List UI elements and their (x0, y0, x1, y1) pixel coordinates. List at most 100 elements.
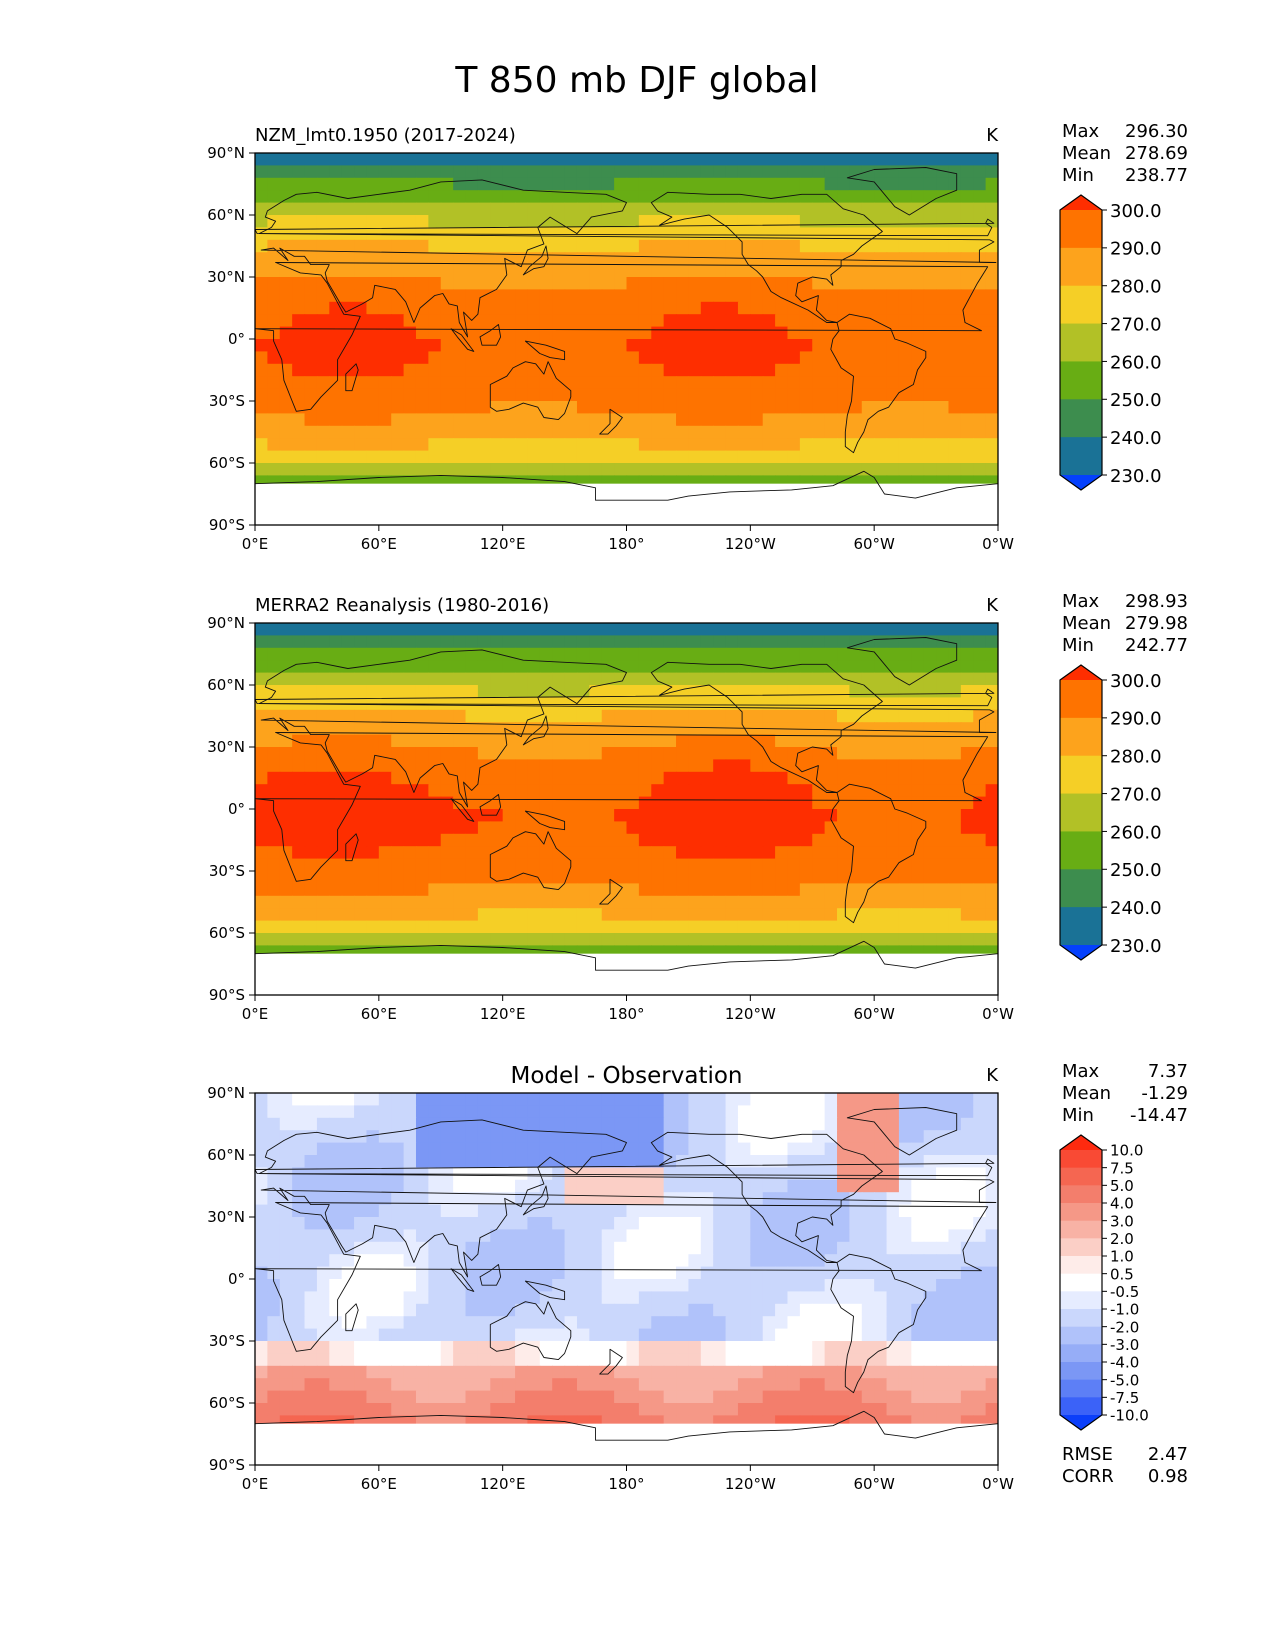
field-cell (552, 858, 566, 872)
field-cell (960, 1291, 974, 1305)
field-cell (837, 697, 850, 711)
field-cell (378, 314, 392, 328)
field-cell (849, 933, 863, 946)
field-cell (725, 734, 739, 748)
field-cell (527, 759, 541, 773)
field-cell (465, 190, 479, 204)
field-cell (985, 672, 998, 686)
field-cell (861, 672, 875, 686)
field-cell (465, 388, 479, 402)
field-cell (750, 1217, 764, 1230)
field-cell (477, 1241, 491, 1255)
field-cell (601, 647, 615, 661)
field-cell (676, 1217, 690, 1230)
field-cell (589, 1279, 603, 1292)
field-cell (923, 351, 937, 365)
field-cell (824, 450, 838, 464)
field-cell (527, 463, 541, 476)
field-cell (700, 920, 714, 934)
field-cell (440, 734, 454, 748)
field-cell (341, 846, 355, 860)
field-cell (626, 425, 640, 439)
field-cell (267, 425, 281, 439)
field-cell (898, 1279, 912, 1292)
field-cell (787, 351, 801, 365)
field-cell (676, 623, 690, 636)
field-cell (874, 1254, 888, 1268)
field-cell (391, 809, 405, 822)
field-cell (490, 190, 504, 204)
field-cell (911, 784, 925, 798)
field-cell (267, 413, 281, 427)
field-cell (614, 623, 628, 636)
field-cell (688, 450, 702, 464)
field-cell (787, 425, 801, 439)
field-cell (428, 165, 442, 179)
field-cell (626, 1266, 640, 1280)
field-cell (465, 759, 479, 773)
field-cell (626, 227, 640, 241)
field-cell (403, 363, 417, 377)
field-cell (304, 1179, 318, 1193)
field-cell (849, 709, 863, 723)
field-cell (775, 747, 789, 760)
field-cell (329, 858, 343, 872)
field-cell (279, 1093, 293, 1106)
field-cell (762, 1241, 776, 1255)
field-cell (775, 401, 789, 414)
field-cell (663, 376, 677, 390)
field-cell (874, 413, 888, 427)
field-cell (354, 833, 368, 847)
x-tick-label: 0°W (982, 535, 1014, 553)
field-cell (775, 165, 789, 179)
field-cell (576, 920, 590, 934)
field-cell (279, 1316, 293, 1330)
field-cell (589, 277, 603, 290)
field-cell (415, 833, 429, 847)
field-cell (898, 920, 912, 934)
field-cell (688, 339, 702, 352)
field-cell (403, 277, 417, 290)
field-cell (502, 1303, 516, 1317)
field-cell (378, 252, 392, 266)
field-cell (354, 908, 368, 922)
field-cell (601, 153, 615, 166)
field-cell (601, 933, 615, 946)
field-cell (700, 1266, 714, 1280)
field-cell (477, 301, 491, 315)
field-cell (861, 1241, 875, 1255)
field-cell (948, 165, 962, 179)
field-cell (700, 153, 714, 166)
field-cell (960, 1229, 974, 1243)
field-cell (614, 450, 628, 464)
field-cell (415, 908, 429, 922)
field-cell (279, 1266, 293, 1280)
field-cell (329, 796, 343, 810)
field-cell (539, 1204, 553, 1218)
field-cell (837, 339, 850, 352)
field-cell (576, 264, 590, 278)
field-cell (292, 1316, 306, 1330)
field-cell (651, 463, 665, 476)
field-cell (750, 871, 764, 884)
temperature-field (255, 623, 998, 995)
field-cell (539, 1341, 553, 1354)
field-cell (985, 1192, 998, 1206)
field-cell (911, 463, 925, 476)
field-cell (415, 858, 429, 872)
field-cell (440, 1241, 454, 1255)
field-cell (898, 252, 912, 266)
field-cell (948, 796, 962, 810)
field-cell (366, 190, 380, 204)
temperature-field (255, 1093, 998, 1465)
field-cell (391, 1241, 405, 1255)
field-cell (663, 1130, 677, 1144)
field-cell (948, 647, 962, 661)
field-cell (614, 759, 628, 773)
field-cell (477, 871, 491, 884)
field-cell (651, 1241, 665, 1255)
field-cell (502, 363, 516, 377)
field-cell (898, 239, 912, 253)
field-cell (415, 1093, 429, 1106)
field-cell (465, 1316, 479, 1330)
